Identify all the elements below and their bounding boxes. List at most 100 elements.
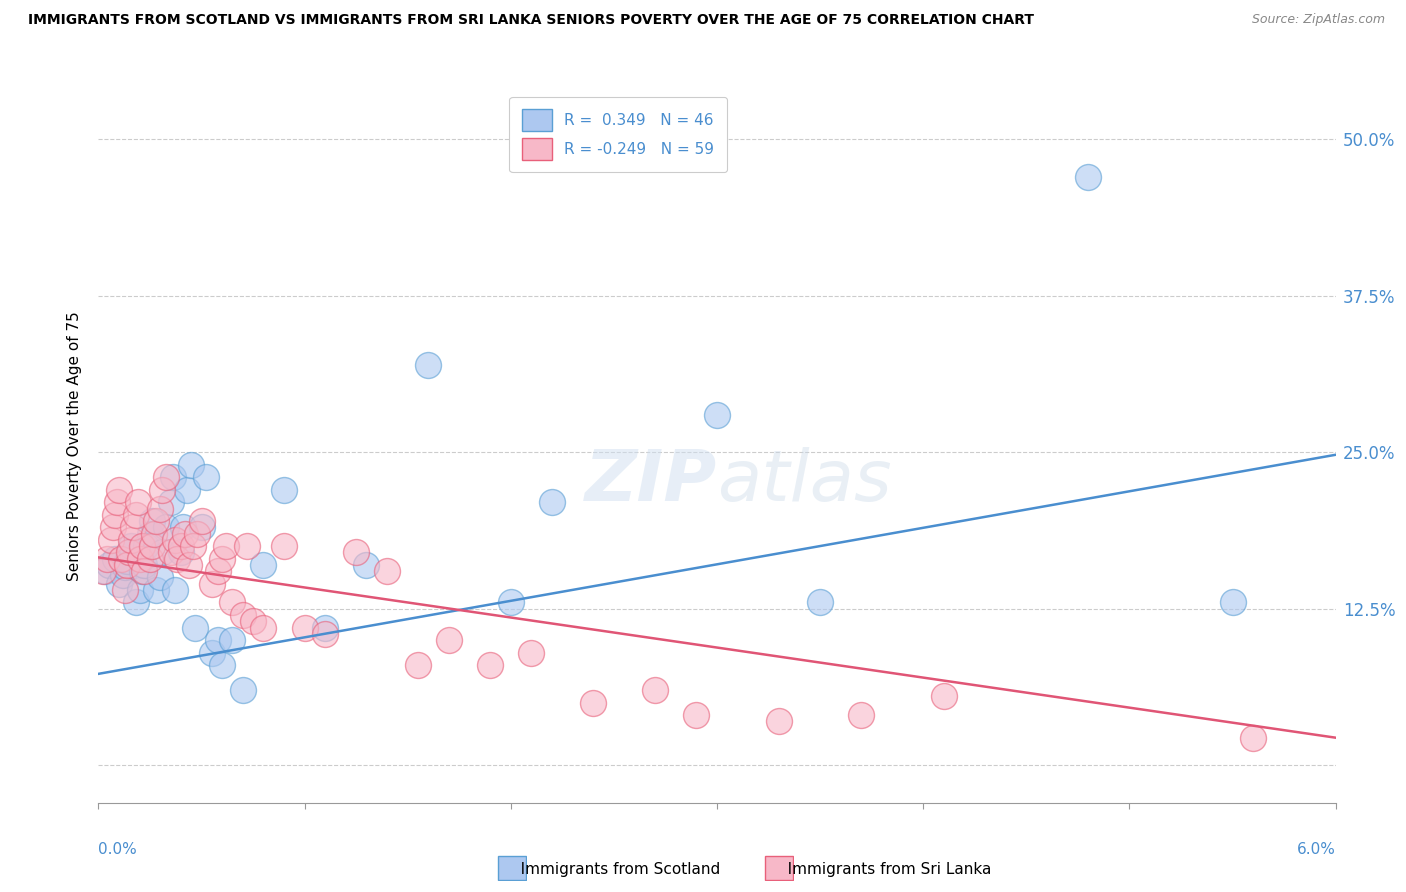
Point bbox=[159, 545, 181, 559]
Point bbox=[118, 545, 141, 559]
Text: atlas: atlas bbox=[717, 447, 891, 516]
Point bbox=[104, 551, 127, 566]
Point bbox=[294, 621, 316, 635]
Point bbox=[128, 582, 150, 597]
Point bbox=[232, 683, 254, 698]
Point bbox=[162, 470, 184, 484]
Point bbox=[128, 551, 150, 566]
Point bbox=[1222, 595, 1244, 609]
Text: Immigrants from Sri Lanka: Immigrants from Sri Lanka bbox=[773, 863, 991, 877]
Point bbox=[344, 545, 367, 559]
Point bbox=[181, 539, 204, 553]
Point bbox=[252, 621, 274, 635]
Point bbox=[155, 470, 177, 484]
Point bbox=[155, 520, 177, 534]
Point bbox=[96, 551, 118, 566]
Point bbox=[163, 533, 186, 547]
Point bbox=[186, 526, 208, 541]
Point bbox=[437, 633, 460, 648]
Point bbox=[101, 520, 124, 534]
Text: 6.0%: 6.0% bbox=[1296, 842, 1336, 857]
Point bbox=[179, 558, 201, 572]
Point bbox=[418, 358, 440, 372]
Point bbox=[520, 646, 543, 660]
Text: Source: ZipAtlas.com: Source: ZipAtlas.com bbox=[1251, 13, 1385, 27]
Point bbox=[375, 564, 398, 578]
Point bbox=[273, 539, 295, 553]
Point bbox=[176, 483, 198, 497]
Point bbox=[236, 539, 259, 553]
Text: IMMIGRANTS FROM SCOTLAND VS IMMIGRANTS FROM SRI LANKA SENIORS POVERTY OVER THE A: IMMIGRANTS FROM SCOTLAND VS IMMIGRANTS F… bbox=[28, 13, 1035, 28]
Point bbox=[120, 533, 142, 547]
Point bbox=[314, 621, 336, 635]
Point bbox=[273, 483, 295, 497]
Point bbox=[159, 495, 181, 509]
Point bbox=[97, 558, 120, 572]
Point bbox=[135, 539, 157, 553]
Point bbox=[112, 568, 135, 582]
Point bbox=[141, 514, 163, 528]
Point bbox=[114, 560, 136, 574]
Point bbox=[124, 595, 146, 609]
Point bbox=[851, 708, 873, 723]
Point bbox=[406, 658, 429, 673]
Point bbox=[118, 545, 141, 559]
Point bbox=[582, 696, 605, 710]
Point bbox=[131, 564, 153, 578]
Point bbox=[706, 408, 728, 422]
Point bbox=[108, 483, 131, 497]
Point bbox=[1241, 731, 1264, 745]
Point bbox=[150, 483, 173, 497]
Point bbox=[124, 508, 146, 522]
Point bbox=[170, 545, 193, 559]
Point bbox=[120, 539, 142, 553]
Point bbox=[110, 551, 132, 566]
Point bbox=[932, 690, 955, 704]
Point bbox=[131, 539, 153, 553]
Point bbox=[139, 526, 162, 541]
Point bbox=[149, 501, 172, 516]
Point bbox=[201, 576, 224, 591]
Point bbox=[163, 582, 186, 597]
Point bbox=[356, 558, 378, 572]
Point bbox=[190, 520, 212, 534]
Point bbox=[194, 470, 217, 484]
Point bbox=[145, 514, 167, 528]
Point bbox=[232, 607, 254, 622]
Point bbox=[808, 595, 831, 609]
Point bbox=[211, 658, 233, 673]
Point bbox=[105, 495, 128, 509]
Point bbox=[93, 564, 115, 578]
Text: 0.0%: 0.0% bbox=[98, 842, 138, 857]
Point bbox=[174, 526, 197, 541]
Point bbox=[117, 558, 139, 572]
Point bbox=[122, 520, 145, 534]
Point bbox=[541, 495, 564, 509]
Point bbox=[221, 633, 243, 648]
Point bbox=[127, 495, 149, 509]
Y-axis label: Seniors Poverty Over the Age of 75: Seniors Poverty Over the Age of 75 bbox=[67, 311, 83, 581]
Point bbox=[170, 539, 193, 553]
Point bbox=[149, 570, 172, 584]
Point bbox=[108, 576, 131, 591]
Point bbox=[768, 714, 790, 729]
Point bbox=[166, 551, 188, 566]
Point bbox=[139, 551, 162, 566]
Point bbox=[114, 582, 136, 597]
Point bbox=[132, 558, 155, 572]
Point bbox=[211, 551, 233, 566]
Point bbox=[221, 595, 243, 609]
Point bbox=[184, 621, 207, 635]
Legend: R =  0.349   N = 46, R = -0.249   N = 59: R = 0.349 N = 46, R = -0.249 N = 59 bbox=[509, 97, 727, 172]
Point bbox=[180, 458, 202, 472]
Point bbox=[104, 508, 127, 522]
Point bbox=[141, 539, 163, 553]
Point bbox=[100, 533, 122, 547]
Point bbox=[479, 658, 502, 673]
Point bbox=[215, 539, 238, 553]
Point bbox=[132, 564, 155, 578]
Point bbox=[143, 526, 166, 541]
Point bbox=[91, 564, 114, 578]
Point bbox=[201, 646, 224, 660]
Point bbox=[242, 614, 264, 628]
